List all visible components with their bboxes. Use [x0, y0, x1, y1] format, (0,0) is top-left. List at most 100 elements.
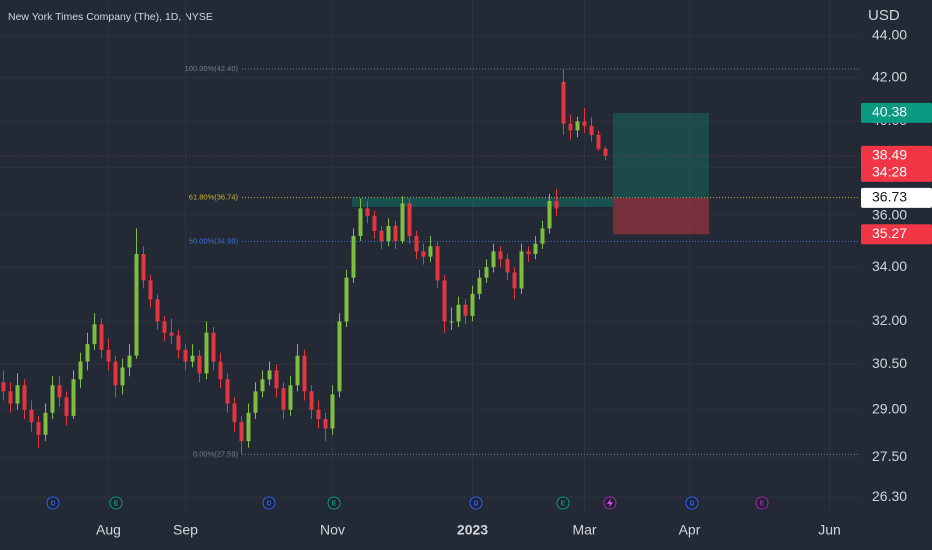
candle-body	[225, 379, 230, 404]
demand-zone	[352, 197, 613, 207]
y-tick-label: 30.50	[872, 355, 907, 371]
candle-body	[246, 412, 251, 442]
candle-body	[351, 235, 356, 278]
price-label-bg	[861, 187, 932, 208]
candle-body	[498, 251, 503, 260]
candle-body	[15, 385, 20, 404]
event-label: D	[266, 500, 271, 507]
candle-body	[358, 208, 363, 236]
candle-body	[554, 201, 559, 209]
candle-body	[155, 299, 160, 322]
lightning-icon	[607, 498, 613, 508]
x-tick-label: Mar	[572, 522, 596, 538]
candle-body	[232, 403, 237, 423]
y-tick-label: 36.00	[872, 207, 907, 223]
candle-body	[400, 203, 405, 242]
candle-body	[260, 379, 265, 392]
candle-body	[50, 385, 55, 413]
x-tick-label: 2023	[457, 522, 488, 538]
candle-body	[113, 361, 118, 386]
candle-body	[29, 409, 34, 423]
y-tick-label: 27.50	[872, 448, 907, 464]
x-tick-label: Sep	[173, 522, 198, 538]
candle-body	[561, 81, 566, 124]
y-tick-label: 26.30	[872, 488, 907, 504]
candle-body	[92, 324, 97, 345]
candle-body	[463, 304, 468, 316]
candle-body	[372, 215, 377, 231]
event-icon	[556, 496, 570, 510]
candle-body	[540, 228, 545, 244]
event-icon	[469, 496, 483, 510]
candle-body	[106, 349, 111, 362]
candle-body	[148, 280, 153, 300]
candle-body	[456, 304, 461, 322]
candle-body	[568, 123, 573, 131]
candle-body	[596, 134, 601, 149]
candle-body	[309, 391, 314, 410]
event-label: E	[332, 500, 337, 507]
event-label: E	[760, 500, 765, 507]
candle-body	[484, 267, 489, 278]
candle-body	[470, 293, 475, 316]
event-icon	[755, 496, 769, 510]
candle-body	[162, 321, 167, 333]
candle-body	[218, 361, 223, 380]
x-tick-label: Apr	[679, 522, 701, 538]
candle-body	[190, 355, 195, 362]
event-label: D	[473, 500, 478, 507]
candle-body	[253, 391, 258, 413]
candle-body	[344, 277, 349, 322]
price-label-bg	[861, 224, 932, 245]
candle-body	[120, 367, 125, 386]
candle-body	[428, 246, 433, 257]
candle-body	[435, 246, 440, 281]
price-label: 36.73	[872, 189, 907, 205]
candle-body	[288, 385, 293, 410]
candle-body	[526, 251, 531, 254]
candle-body	[99, 324, 104, 350]
candle-body	[211, 332, 216, 362]
chart-title: New York Times Company (The), 1D, NYSE	[8, 11, 213, 23]
candle-body	[414, 235, 419, 252]
event-label: D	[50, 500, 55, 507]
price-label-bg	[861, 102, 932, 123]
fib-label: 100.00%(42.40)	[185, 64, 239, 73]
x-tick-label: Jun	[818, 522, 841, 538]
candle-body	[379, 230, 384, 242]
candle-body	[442, 280, 447, 322]
candle-body	[281, 388, 286, 410]
position-target	[613, 112, 709, 198]
y-tick-label: 29.00	[872, 400, 907, 416]
price-label-bg	[861, 145, 932, 182]
fib-label: 50.00%(34.99)	[189, 236, 239, 245]
candle-body	[57, 385, 62, 398]
candle-body	[274, 370, 279, 389]
candle-body	[197, 355, 202, 374]
candle-body	[547, 201, 552, 229]
candle-body	[330, 394, 335, 429]
price-label: 40.38	[872, 104, 907, 120]
position-stop	[613, 197, 709, 235]
x-tick-label: Nov	[320, 522, 345, 538]
candle-body	[43, 412, 48, 435]
candle-body	[141, 253, 146, 281]
candle-body	[365, 208, 370, 216]
event-label: E	[114, 500, 119, 507]
candle-body	[575, 121, 580, 131]
candle-body	[78, 361, 83, 380]
candle-body	[1, 382, 6, 392]
y-tick-label: 34.00	[872, 258, 907, 274]
event-icon	[109, 496, 123, 510]
candle-body	[519, 251, 524, 289]
event-label: E	[561, 500, 566, 507]
candle-body	[421, 251, 426, 257]
candle-body	[169, 332, 174, 336]
candle-body	[449, 321, 454, 323]
y-tick-label: 32.00	[872, 312, 907, 328]
candle-body	[127, 355, 132, 368]
event-icon	[327, 496, 341, 510]
candle-body	[512, 272, 517, 289]
candle-body	[302, 355, 307, 392]
